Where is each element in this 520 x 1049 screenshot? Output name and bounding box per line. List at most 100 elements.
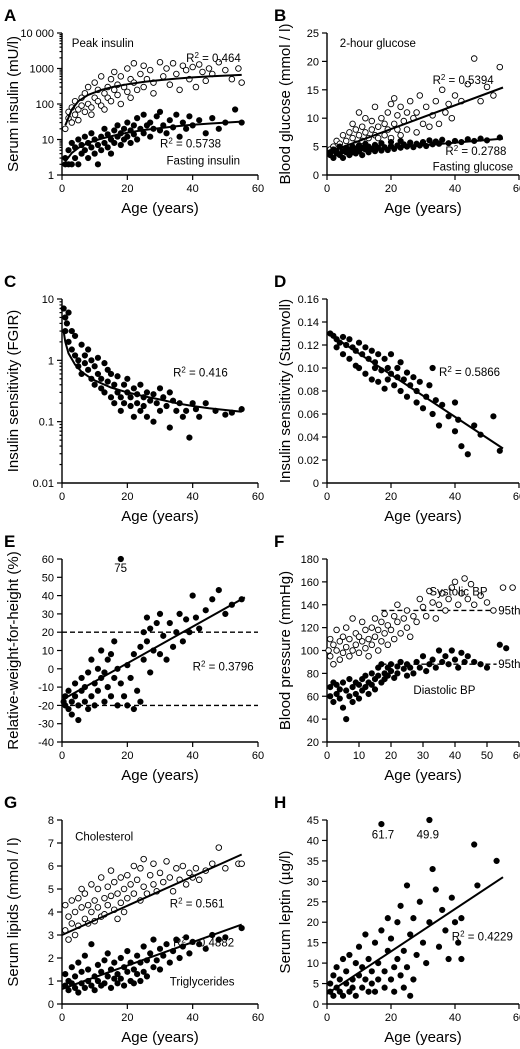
data-point — [124, 894, 131, 902]
data-point — [68, 327, 75, 335]
data-point — [101, 389, 108, 396]
data-point — [365, 955, 372, 963]
data-point — [336, 656, 344, 663]
data-point — [451, 578, 459, 586]
y-tick-label: 20 — [307, 56, 319, 68]
data-point — [75, 161, 82, 168]
data-point — [124, 947, 131, 955]
panel-a: 0 20 40 60 1 10 100 1000 10 000 Age (years) Serum … — [4, 6, 264, 217]
data-point — [111, 638, 118, 645]
data-point — [88, 144, 95, 151]
data-point — [410, 670, 417, 677]
data-point — [199, 68, 206, 76]
data-point — [75, 959, 82, 966]
y-tick-label: 120 — [301, 623, 319, 635]
data-point — [192, 83, 200, 91]
annotation: Triglycerides — [170, 977, 235, 989]
x-tick-label: 40 — [187, 491, 199, 503]
data-point — [75, 716, 82, 724]
data-point — [352, 690, 359, 698]
data-point — [137, 865, 144, 872]
data-point — [183, 616, 190, 623]
data-point — [130, 413, 137, 420]
series-triglycerides — [61, 923, 245, 996]
data-point — [134, 136, 141, 143]
data-point — [140, 855, 147, 863]
data-point — [130, 385, 137, 392]
data-point — [438, 86, 446, 94]
data-point — [368, 117, 376, 125]
superscript: 2 — [447, 365, 452, 374]
data-point — [156, 945, 164, 952]
data-point — [445, 955, 452, 963]
x-tick-label: 20 — [385, 1012, 397, 1024]
data-point — [97, 73, 105, 80]
y-tick-label: 0.02 — [298, 455, 319, 467]
data-point — [202, 130, 209, 137]
data-point — [403, 624, 411, 631]
data-point — [104, 366, 111, 373]
x-axis-label: Age (years) — [121, 508, 199, 525]
data-point — [365, 635, 372, 643]
data-point — [330, 660, 337, 668]
data-point — [137, 977, 144, 985]
data-point — [107, 984, 115, 992]
data-point — [371, 939, 379, 946]
y-tick-label: 1 — [48, 355, 54, 367]
data-point — [458, 955, 465, 963]
data-point — [358, 123, 366, 130]
y-tick-label: 140 — [301, 600, 319, 612]
data-point — [222, 411, 229, 418]
annotation: R2 = 0.416 — [173, 365, 228, 380]
data-point — [156, 966, 164, 973]
data-point — [173, 407, 180, 414]
data-point — [111, 878, 118, 886]
data-point — [451, 656, 459, 663]
data-point — [88, 656, 95, 663]
data-point — [107, 97, 115, 105]
data-point — [374, 626, 382, 634]
x-tick-label: 40 — [187, 750, 199, 762]
data-point — [422, 612, 430, 620]
data-point — [394, 663, 401, 670]
data-point — [117, 73, 125, 80]
data-point — [84, 83, 92, 91]
y-axis-label: Blood pressure (mmHg) — [277, 571, 294, 730]
data-point — [169, 643, 177, 650]
data-point — [423, 960, 430, 967]
data-point — [346, 635, 353, 643]
series-peak-insulin — [62, 58, 245, 133]
data-point — [349, 698, 356, 706]
data-point — [160, 632, 167, 639]
data-point — [362, 129, 369, 136]
data-point — [63, 320, 70, 327]
data-point — [423, 667, 430, 675]
data-point — [477, 97, 484, 105]
data-point — [461, 575, 468, 582]
data-point — [499, 584, 507, 591]
data-point — [355, 633, 363, 641]
data-point — [169, 60, 177, 67]
data-point — [114, 91, 121, 99]
data-point — [150, 391, 157, 398]
data-point — [60, 305, 67, 312]
y-tick-label: 15 — [307, 85, 319, 97]
y-tick-label: -20 — [38, 700, 54, 712]
y-tick-label: 0 — [313, 170, 319, 182]
data-point — [192, 865, 200, 872]
y-tick-label: 10 — [307, 958, 319, 970]
data-point — [342, 643, 350, 651]
data-point — [163, 402, 170, 410]
data-point — [88, 111, 95, 118]
data-point — [371, 686, 379, 693]
data-point — [445, 661, 452, 668]
data-point — [400, 984, 407, 991]
data-point — [85, 346, 92, 353]
data-point — [186, 113, 193, 120]
data-point — [150, 881, 157, 888]
data-point — [150, 90, 157, 97]
data-point — [124, 88, 131, 96]
data-point — [403, 607, 411, 614]
data-point — [196, 625, 203, 632]
data-point — [81, 952, 88, 959]
